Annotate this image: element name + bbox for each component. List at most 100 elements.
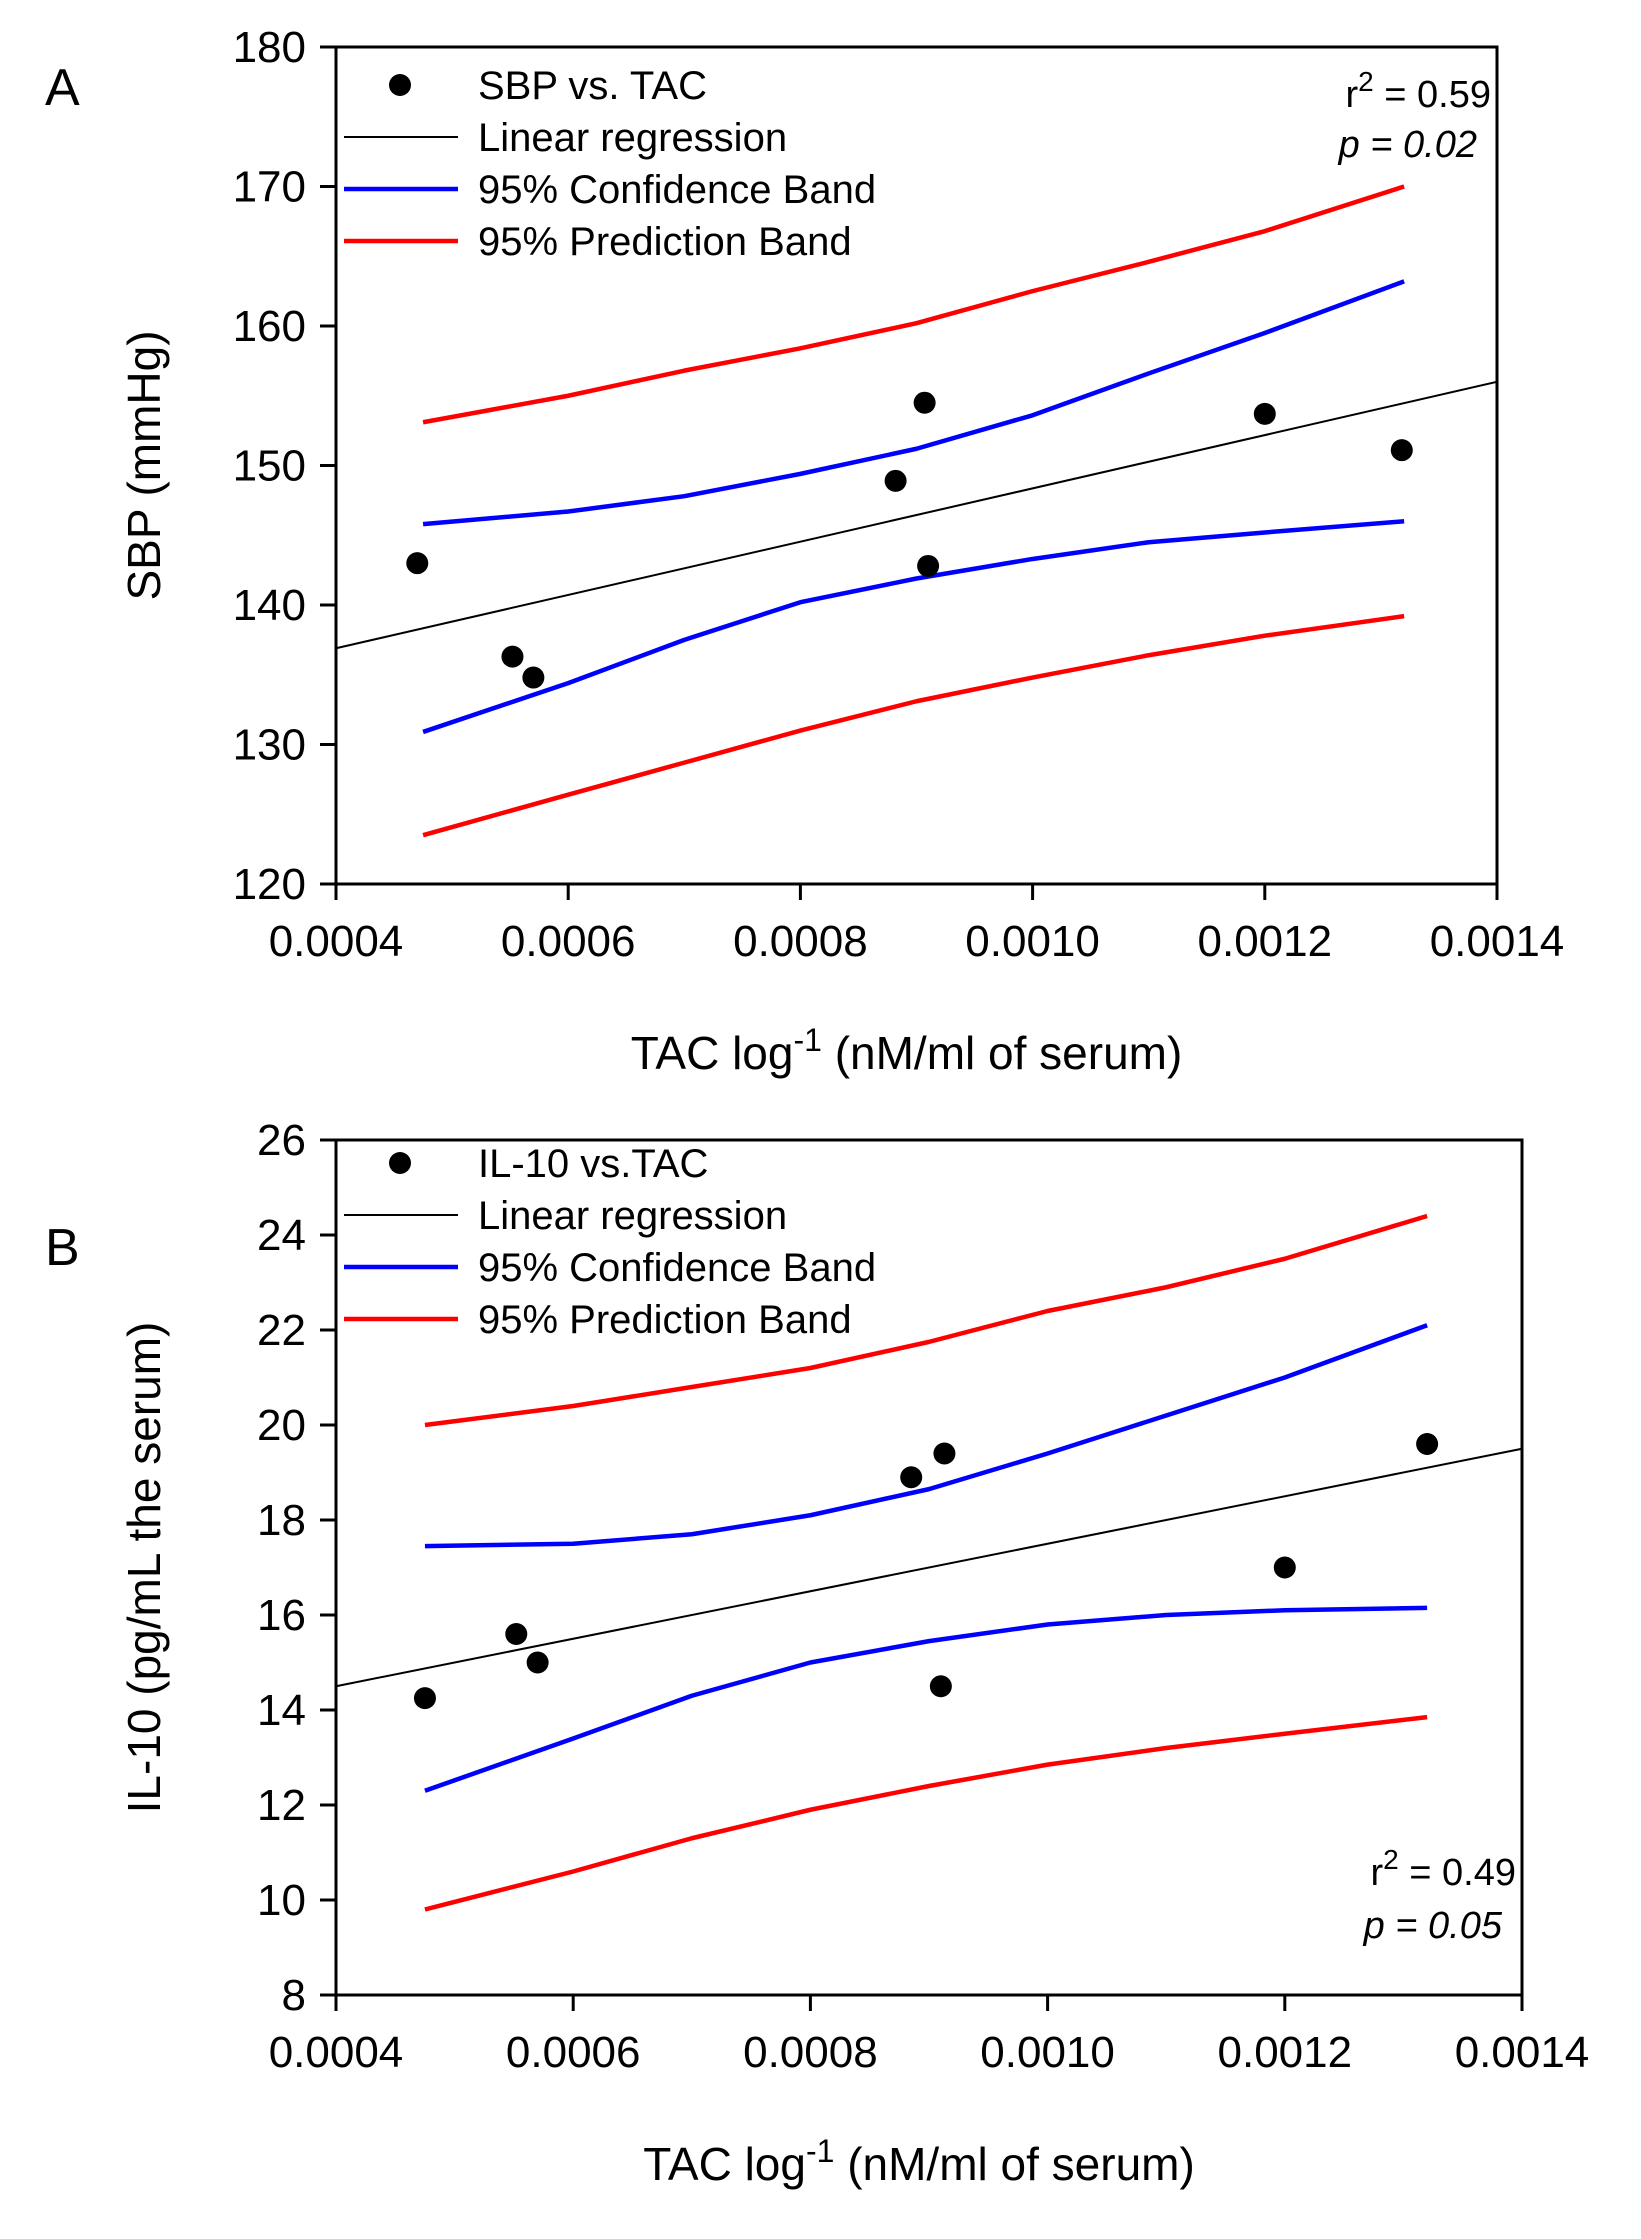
x-tick-label-b: 0.0006 — [506, 2028, 641, 2077]
y-tick-label-a: 130 — [233, 721, 306, 770]
x-tick-label-b: 0.0004 — [269, 2028, 404, 2077]
x-tick-label-a: 0.0004 — [269, 917, 404, 966]
y-tick-label-b: 16 — [257, 1591, 306, 1640]
data-point-b — [933, 1442, 956, 1465]
data-point-b — [929, 1675, 952, 1698]
stats-b: r2 = 0.49 p = 0.05 — [1363, 1844, 1516, 1947]
prediction-band-lower-a — [422, 613, 1405, 838]
y-tick-label-a: 140 — [233, 581, 306, 630]
data-point-b — [526, 1651, 549, 1674]
series-lines-b — [335, 1213, 1523, 1912]
x-tick-label-b: 0.0014 — [1455, 2028, 1590, 2077]
panel-label-a: A — [45, 59, 80, 117]
legend-label-b: Linear regression — [478, 1194, 787, 1238]
y-tick-label-b: 14 — [257, 1686, 306, 1735]
y-axis-label-a: SBP (mmHg) — [118, 330, 170, 600]
y-tick-label-b: 18 — [257, 1496, 306, 1545]
series-lines-a — [335, 184, 1498, 838]
legend-label-a: 95% Confidence Band — [478, 168, 876, 212]
y-tick-label-b: 12 — [257, 1781, 306, 1830]
data-point-b — [900, 1466, 923, 1489]
prediction-band-upper-a — [422, 184, 1405, 425]
stats-a: r2 = 0.59 p = 0.02 — [1338, 66, 1491, 166]
x-axis-label-a: TAC log-1 (nM/ml of serum) — [631, 1022, 1183, 1079]
r2-annotation-b: r2 = 0.49 — [1371, 1844, 1517, 1894]
legend-label-a: 95% Prediction Band — [478, 220, 852, 264]
data-point-a — [522, 666, 545, 689]
data-point-a — [501, 645, 524, 668]
x-tick-label-b: 0.0012 — [1218, 2028, 1353, 2077]
panel-b: B 0.0004 0.0006 0.0008 0.0010 0.0012 0.0014 8 1… — [45, 1116, 1589, 2190]
data-points-b — [413, 1433, 1439, 1710]
data-point-a — [884, 469, 907, 492]
x-axis-label-suffix-b: (nM/ml of serum) — [834, 2138, 1194, 2190]
y-tick-label-a: 150 — [233, 442, 306, 491]
legend-marker-b — [389, 1152, 411, 1174]
r2-prefix-b: r — [1371, 1852, 1384, 1894]
plot-area-b — [334, 1138, 1524, 1997]
legend-a: SBP vs. TAC Linear regression 95% Confiden… — [344, 64, 876, 264]
y-axis-label-b: IL-10 (pg/mL the serum) — [118, 1322, 170, 1814]
x-tick-label-a: 0.0010 — [965, 917, 1100, 966]
y-tick-label-a: 170 — [233, 163, 306, 212]
x-axis-label-sup-b: -1 — [806, 2133, 834, 2169]
r2-prefix-a: r — [1346, 74, 1359, 116]
legend-label-a: SBP vs. TAC — [478, 64, 707, 108]
x-axis-label-suffix-a: (nM/ml of serum) — [822, 1027, 1182, 1079]
r2-sup-b: 2 — [1383, 1844, 1399, 1875]
data-point-b — [1416, 1433, 1439, 1455]
y-tick-label-b: 20 — [257, 1401, 306, 1450]
confidence-band-lower-a — [422, 519, 1405, 735]
prediction-band-lower-b — [424, 1714, 1428, 1912]
x-tick-label-a: 0.0014 — [1430, 917, 1565, 966]
regression-line-b — [335, 1447, 1523, 1688]
axis-ticks-b: 0.0004 0.0006 0.0008 0.0010 0.0012 0.0014 8 10 1… — [257, 1116, 1589, 2077]
legend-label-b: IL-10 vs.TAC — [478, 1142, 708, 1186]
y-tick-label-b: 22 — [257, 1306, 306, 1355]
regression-line-a — [335, 380, 1498, 650]
data-points-a — [406, 391, 1413, 689]
y-tick-label-a: 120 — [233, 860, 306, 909]
y-tick-label-b: 24 — [257, 1211, 306, 1260]
x-axis-label-sup-a: -1 — [793, 1022, 821, 1058]
confidence-band-upper-b — [424, 1323, 1428, 1549]
p-value-annotation-a: p = 0.02 — [1338, 124, 1477, 166]
r2-value-b: = 0.49 — [1399, 1852, 1516, 1894]
confidence-band-upper-a — [422, 279, 1405, 527]
x-axis-label-text-b: TAC log — [643, 2138, 806, 2190]
x-tick-label-b: 0.0008 — [743, 2028, 878, 2077]
prediction-band-upper-b — [424, 1213, 1428, 1428]
y-tick-label-a: 160 — [233, 302, 306, 351]
legend-b: IL-10 vs.TAC Linear regression 95% Confide… — [344, 1142, 876, 1342]
data-point-a — [1253, 402, 1276, 425]
data-point-a — [913, 391, 936, 414]
data-point-a — [917, 554, 940, 577]
axis-ticks-a: 0.0004 0.0006 0.0008 0.0010 0.0012 0.0014 120 1… — [233, 23, 1565, 966]
panel-label-b: B — [45, 1219, 80, 1277]
data-point-b — [505, 1623, 528, 1645]
data-point-a — [1390, 439, 1413, 462]
data-point-a — [406, 552, 429, 575]
data-point-b — [1273, 1556, 1296, 1579]
y-tick-label-b: 10 — [257, 1876, 306, 1925]
legend-label-a: Linear regression — [478, 116, 787, 160]
y-tick-label-b: 26 — [257, 1116, 306, 1165]
confidence-band-lower-b — [424, 1605, 1428, 1793]
p-value-annotation-b: p = 0.05 — [1363, 1905, 1503, 1947]
x-tick-label-a: 0.0006 — [501, 917, 636, 966]
x-tick-label-a: 0.0012 — [1198, 917, 1333, 966]
r2-sup-a: 2 — [1358, 66, 1374, 97]
y-tick-label-b: 8 — [282, 1971, 306, 2020]
x-tick-label-a: 0.0008 — [733, 917, 868, 966]
r2-annotation-a: r2 = 0.59 — [1346, 66, 1492, 116]
r2-value-a: = 0.59 — [1374, 74, 1491, 116]
data-point-b — [413, 1687, 436, 1710]
x-axis-label-b: TAC log-1 (nM/ml of serum) — [643, 2133, 1195, 2190]
x-tick-label-b: 0.0010 — [980, 2028, 1115, 2077]
legend-label-b: 95% Confidence Band — [478, 1246, 876, 1290]
panel-a: A 0.0004 0.0006 0.0008 0.0010 0.0012 0.0014 12… — [45, 23, 1564, 1079]
x-axis-label-text-a: TAC log — [631, 1027, 794, 1079]
y-tick-label-a: 180 — [233, 23, 306, 72]
legend-label-b: 95% Prediction Band — [478, 1298, 852, 1342]
